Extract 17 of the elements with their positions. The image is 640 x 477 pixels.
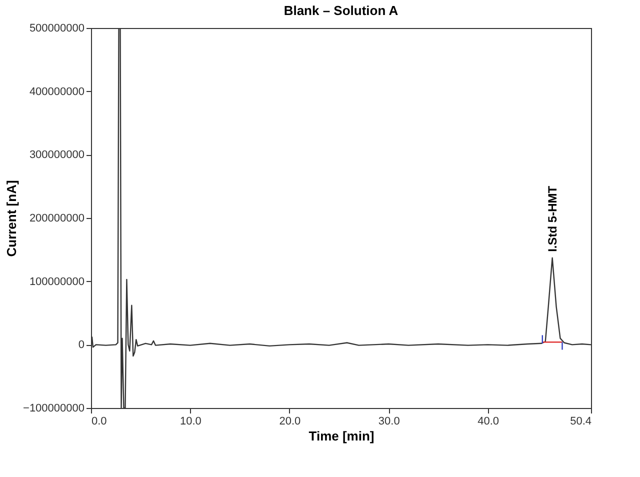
x-tick-label: 50.4 xyxy=(570,416,592,428)
y-tick-label: 500000000 xyxy=(29,22,84,34)
y-tick-label: 100000000 xyxy=(29,276,84,288)
x-tick-label: 30.0 xyxy=(378,416,400,428)
annotation: I.Std 5-HMT xyxy=(545,185,560,252)
x-axis-title: Time [min] xyxy=(308,428,374,444)
y-tick-label: 200000000 xyxy=(29,212,84,224)
y-tick-label: 400000000 xyxy=(29,86,84,98)
x-tick-label: 20.0 xyxy=(279,416,301,428)
y-tick-label: −100000000 xyxy=(23,402,84,414)
y-axis-title: Current [nA] xyxy=(4,180,20,257)
chart-title: Blank – Solution A xyxy=(284,3,399,18)
x-tick-label: 0.0 xyxy=(92,416,107,428)
x-tick-label: 40.0 xyxy=(478,416,500,428)
y-tick-label: 300000000 xyxy=(29,149,84,162)
y-tick-label: 0 xyxy=(78,339,84,352)
x-tick-label: 10.0 xyxy=(180,416,202,428)
